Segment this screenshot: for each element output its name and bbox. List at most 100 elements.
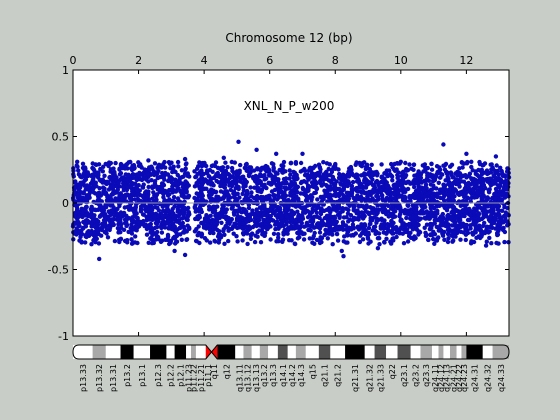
band-label: q21.32 [366,364,375,392]
data-point [400,184,405,189]
ideogram-band [251,345,260,359]
band-label: q24.32 [484,364,493,392]
data-point [238,179,243,184]
data-point [272,176,277,181]
data-point [89,242,94,247]
data-point [218,183,223,189]
data-point [104,227,109,232]
data-point [396,170,401,175]
data-point [341,193,346,198]
data-point [125,204,130,210]
data-point [262,167,268,172]
data-point [382,240,387,245]
data-point [165,232,171,238]
data-point [193,174,198,180]
data-point [496,221,502,226]
data-point [298,160,304,166]
data-point [422,178,427,184]
data-point [450,214,455,220]
data-point [80,161,86,166]
data-point [386,185,392,190]
data-point [276,177,281,182]
data-point [440,232,445,237]
ideogram-band [73,345,93,359]
data-point [107,175,112,180]
data-point [325,173,331,178]
data-point [103,191,108,196]
data-point [144,232,150,237]
data-point [235,209,240,215]
data-point [242,165,247,171]
x-axis: 0 2 4 6 8 10 12 [70,54,473,336]
data-point [163,237,168,242]
data-point [130,188,135,194]
data-point [116,230,121,235]
data-point [434,224,439,230]
data-point [301,210,306,215]
data-point [149,235,154,241]
data-point [503,210,508,215]
data-point [354,172,359,177]
data-point [175,196,181,201]
data-point [316,162,322,167]
data-point [363,223,368,228]
data-point [137,198,142,204]
data-point [271,231,277,236]
data-point [414,180,419,186]
data-point [462,161,467,166]
data-point [265,218,270,223]
data-point [405,208,411,213]
data-point [234,218,240,223]
data-point [77,238,82,243]
data-point [396,205,401,210]
data-point [377,242,382,247]
data-point [182,205,187,211]
data-point [367,222,372,227]
data-point [443,217,449,222]
data-point [138,162,143,167]
data-point [431,178,436,184]
data-point [226,238,231,244]
data-point [268,198,273,203]
data-point [237,168,242,173]
band-label: q13.2 [260,364,269,387]
data-point [150,196,155,201]
data-point [171,224,177,229]
data-point [225,165,230,170]
data-point [405,239,411,244]
data-point [307,236,312,241]
data-point [75,159,80,164]
data-point [226,226,231,231]
data-point [432,221,437,226]
data-point [493,168,498,174]
data-point [335,238,341,243]
data-point [429,187,434,192]
data-point [472,210,477,215]
data-point [346,173,352,178]
data-point [179,237,184,242]
data-point [426,237,431,243]
data-point [388,211,394,217]
data-point [231,175,237,181]
band-label: p11.23 [185,364,194,392]
data-point [112,213,117,219]
data-point [92,231,97,236]
ideogram-band [174,345,187,359]
data-point [414,213,419,219]
data-point [72,211,78,216]
data-point [284,214,290,220]
data-point [318,220,323,226]
data-point [200,187,205,192]
data-point [211,183,216,188]
data-point [418,178,423,183]
band-label: q21.2 [334,364,343,387]
data-point [415,172,420,177]
ideogram-band [150,345,167,359]
data-point [469,159,474,164]
data-point [146,240,151,245]
data-point [206,204,212,209]
ideogram-band [420,345,432,359]
ideogram-band [449,345,457,359]
data-point [350,232,356,238]
data-point [218,214,224,219]
